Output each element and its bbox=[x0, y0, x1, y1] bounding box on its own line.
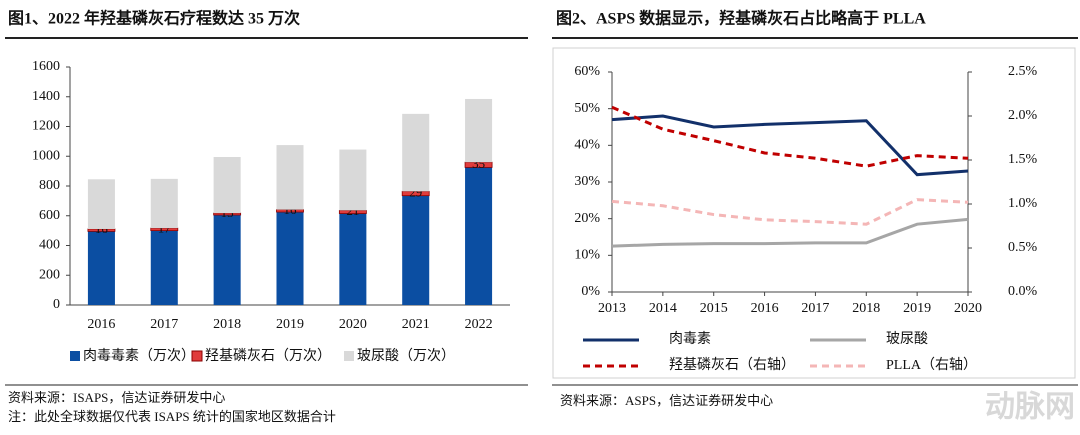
y2-tick-label: 0.0% bbox=[1008, 284, 1038, 299]
x-tick-label: 2013 bbox=[598, 301, 626, 316]
legend-swatch bbox=[344, 351, 354, 361]
legend-swatch bbox=[70, 351, 80, 361]
y-tick-label: 0% bbox=[581, 284, 600, 299]
line-series bbox=[611, 105, 969, 168]
y-tick-label: 1400 bbox=[32, 89, 60, 104]
y-tick-label: 60% bbox=[574, 64, 600, 79]
y-tick-label: 30% bbox=[574, 174, 600, 189]
x-tick-label: 2014 bbox=[649, 301, 677, 316]
y-tick-label: 50% bbox=[574, 101, 600, 116]
y-tick-label: 40% bbox=[574, 138, 600, 153]
source: 资料来源：ISAPS，信达证券研发中心 bbox=[8, 390, 225, 405]
legend-swatch bbox=[191, 350, 203, 362]
y-tick-label: 20% bbox=[574, 211, 600, 226]
bar-segment bbox=[150, 230, 178, 305]
line-series bbox=[611, 198, 969, 226]
y-tick-label: 600 bbox=[39, 208, 60, 223]
x-tick-label: 2021 bbox=[402, 317, 430, 332]
x-tick-label: 2020 bbox=[954, 301, 982, 316]
y-tick-label: 1200 bbox=[32, 119, 60, 134]
bar-segment bbox=[465, 167, 493, 305]
bar-segment bbox=[276, 212, 304, 305]
y2-tick-label: 1.0% bbox=[1008, 196, 1038, 211]
bar-segment bbox=[87, 228, 116, 232]
source: 资料来源：ASPS，信达证券研发中心 bbox=[560, 393, 773, 408]
legend-label: 玻尿酸 bbox=[886, 331, 928, 347]
bar-segment bbox=[87, 231, 115, 305]
y-tick-label: 400 bbox=[39, 238, 60, 253]
x-tick-label: 2016 bbox=[751, 301, 779, 316]
y-tick-label: 200 bbox=[39, 267, 60, 282]
chart-title: 图1、2022 年羟基磷灰石疗程数达 35 万次 bbox=[8, 9, 300, 28]
y-tick-label: 1000 bbox=[32, 148, 60, 163]
x-tick-label: 2019 bbox=[276, 317, 304, 332]
x-tick-label: 2020 bbox=[339, 317, 367, 332]
y2-tick-label: 1.5% bbox=[1008, 152, 1038, 167]
line-series bbox=[611, 217, 969, 248]
legend-label: 肉毒素 bbox=[669, 331, 711, 347]
bar-segment bbox=[338, 209, 367, 214]
bar-segment bbox=[87, 179, 115, 229]
y-tick-label: 800 bbox=[39, 178, 60, 193]
x-tick-label: 2015 bbox=[700, 301, 728, 316]
legend-label: PLLA（右轴） bbox=[886, 357, 977, 373]
legend-label: 肉毒毒素（万次） bbox=[83, 348, 195, 364]
y-tick-label: 0 bbox=[53, 297, 60, 312]
x-tick-label: 2019 bbox=[903, 301, 931, 316]
y-tick-label: 1600 bbox=[32, 59, 60, 74]
chart-title: 图2、ASPS 数据显示，羟基磷灰石占比略高于 PLLA bbox=[556, 9, 926, 28]
bar-segment bbox=[213, 156, 241, 214]
bar-segment bbox=[339, 213, 367, 305]
x-tick-label: 2018 bbox=[852, 301, 880, 316]
x-tick-label: 2017 bbox=[150, 317, 178, 332]
bar-segment bbox=[402, 195, 430, 305]
line-series bbox=[611, 114, 969, 177]
bar-segment bbox=[276, 145, 304, 210]
x-tick-label: 2016 bbox=[87, 317, 115, 332]
x-tick-label: 2017 bbox=[801, 301, 829, 316]
y-tick-label: 10% bbox=[574, 248, 600, 263]
legend-label: 玻尿酸（万次） bbox=[357, 348, 455, 364]
y2-tick-label: 2.5% bbox=[1008, 64, 1038, 79]
y2-tick-label: 0.5% bbox=[1008, 240, 1038, 255]
bar-segment bbox=[213, 215, 241, 305]
bar-segment bbox=[402, 113, 430, 192]
chart-frame bbox=[552, 47, 1076, 379]
watermark: 动脉网 bbox=[985, 390, 1075, 425]
legend-label: 羟基磷灰石（万次） bbox=[205, 347, 331, 364]
bar-segment bbox=[339, 149, 367, 211]
x-tick-label: 2018 bbox=[213, 317, 241, 332]
bar-segment bbox=[465, 98, 493, 163]
y2-tick-label: 2.0% bbox=[1008, 108, 1038, 123]
x-tick-label: 2022 bbox=[465, 317, 493, 332]
legend-label: 羟基磷灰石（右轴） bbox=[669, 356, 795, 373]
note: 注：此处全球数据仅代表 ISAPS 统计的国家地区数据合计 bbox=[8, 409, 336, 424]
bar-segment bbox=[150, 178, 178, 229]
